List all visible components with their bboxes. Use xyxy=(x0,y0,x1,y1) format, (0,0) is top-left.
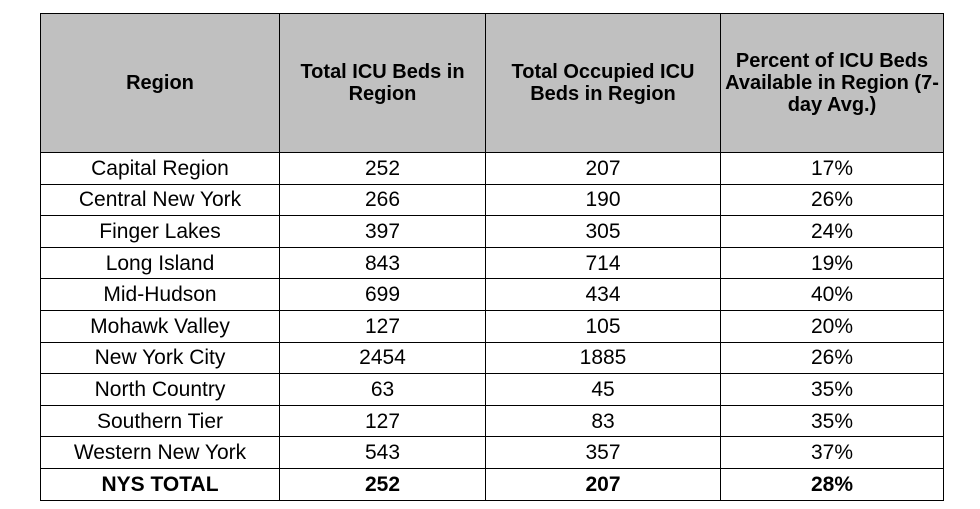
value-cell: 434 xyxy=(485,278,721,311)
value-cell: 37% xyxy=(720,436,944,469)
region-cell: Mid-Hudson xyxy=(40,278,280,311)
value-cell: 305 xyxy=(485,215,721,248)
value-cell: 83 xyxy=(485,404,721,438)
value-cell: 127 xyxy=(279,309,486,343)
value-cell: 20% xyxy=(720,309,944,343)
value-cell: 28% xyxy=(720,467,944,501)
region-cell: NYS TOTAL xyxy=(40,467,280,501)
value-cell: 714 xyxy=(485,246,721,280)
value-cell: 699 xyxy=(279,278,486,311)
header-row: Region Total ICU Beds in Region Total Occu… xyxy=(40,13,944,153)
table-row: Western New York 543 357 37% xyxy=(40,436,944,469)
value-cell: 252 xyxy=(279,467,486,501)
icu-table: Region Total ICU Beds in Region Total Occu… xyxy=(40,13,944,501)
table-row: Finger Lakes 397 305 24% xyxy=(40,215,944,248)
column-header: Total Occupied ICU Beds in Region xyxy=(485,13,721,153)
column-header: Total ICU Beds in Region xyxy=(279,13,486,153)
value-cell: 252 xyxy=(279,152,486,185)
value-cell: 843 xyxy=(279,246,486,280)
value-cell: 1885 xyxy=(485,341,721,375)
value-cell: 35% xyxy=(720,404,944,438)
value-cell: 26% xyxy=(720,341,944,375)
value-cell: 207 xyxy=(485,152,721,185)
column-header: Percent of ICU Beds Available in Region … xyxy=(720,13,944,153)
total-row: NYS TOTAL 252 207 28% xyxy=(40,467,944,501)
region-cell: Long Island xyxy=(40,246,280,280)
value-cell: 397 xyxy=(279,215,486,248)
region-cell: Mohawk Valley xyxy=(40,309,280,343)
region-cell: Capital Region xyxy=(40,152,280,185)
value-cell: 63 xyxy=(279,373,486,406)
table-row: New York City 2454 1885 26% xyxy=(40,341,944,375)
table-row: Capital Region 252 207 17% xyxy=(40,152,944,185)
value-cell: 40% xyxy=(720,278,944,311)
value-cell: 207 xyxy=(485,467,721,501)
value-cell: 190 xyxy=(485,183,721,217)
value-cell: 19% xyxy=(720,246,944,280)
region-cell: North Country xyxy=(40,373,280,406)
value-cell: 26% xyxy=(720,183,944,217)
table-row: Mohawk Valley 127 105 20% xyxy=(40,309,944,343)
value-cell: 105 xyxy=(485,309,721,343)
value-cell: 543 xyxy=(279,436,486,469)
value-cell: 127 xyxy=(279,404,486,438)
table-row: Southern Tier 127 83 35% xyxy=(40,404,944,438)
value-cell: 266 xyxy=(279,183,486,217)
region-cell: Finger Lakes xyxy=(40,215,280,248)
region-cell: Southern Tier xyxy=(40,404,280,438)
table-row: North Country 63 45 35% xyxy=(40,373,944,406)
region-cell: Western New York xyxy=(40,436,280,469)
table-body: Capital Region 252 207 17% Central New York 2… xyxy=(40,152,944,501)
value-cell: 45 xyxy=(485,373,721,406)
column-header: Region xyxy=(40,13,280,153)
table-row: Central New York 266 190 26% xyxy=(40,183,944,217)
value-cell: 357 xyxy=(485,436,721,469)
value-cell: 35% xyxy=(720,373,944,406)
region-cell: Central New York xyxy=(40,183,280,217)
value-cell: 2454 xyxy=(279,341,486,375)
table-row: Long Island 843 714 19% xyxy=(40,246,944,280)
region-cell: New York City xyxy=(40,341,280,375)
table-row: Mid-Hudson 699 434 40% xyxy=(40,278,944,311)
value-cell: 24% xyxy=(720,215,944,248)
value-cell: 17% xyxy=(720,152,944,185)
